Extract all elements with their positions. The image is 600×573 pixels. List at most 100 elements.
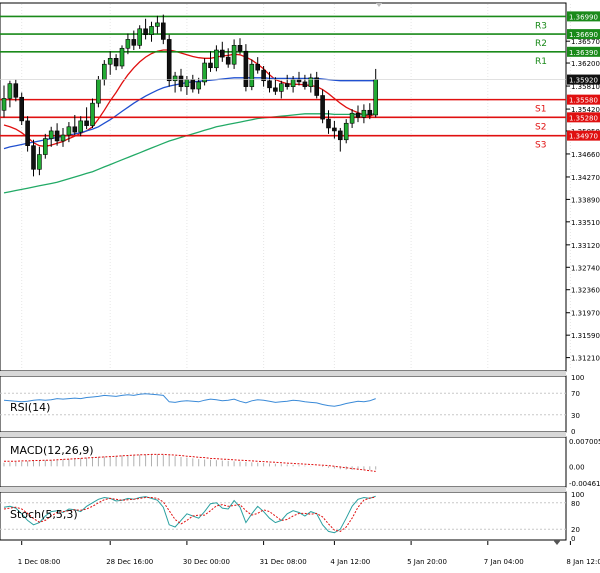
time-axis-label: 28 Dec 16:00 xyxy=(106,558,153,566)
level-price-box-s2 xyxy=(567,112,600,123)
price-y-tick-label: 1.34270 xyxy=(571,174,600,182)
candle-body xyxy=(278,83,284,92)
candle-body xyxy=(196,81,201,90)
candle-body xyxy=(273,87,278,92)
candle-body xyxy=(107,58,113,65)
candle-body xyxy=(161,22,166,40)
level-name-s1: S1 xyxy=(535,105,546,115)
candle-body xyxy=(7,83,13,99)
level-price-box-s3 xyxy=(567,130,600,141)
candle-body xyxy=(48,130,54,139)
level-name-r3: R3 xyxy=(535,21,547,31)
candle-body xyxy=(72,126,78,133)
candle-body xyxy=(231,45,237,65)
candle-body xyxy=(284,83,290,87)
candle-body xyxy=(302,81,308,87)
candle-body xyxy=(349,112,355,124)
candle-body xyxy=(184,79,190,87)
price-y-tick-label: 1.34660 xyxy=(571,151,600,159)
rsi-label: RSI(14) xyxy=(10,401,50,414)
stoch-y-tick-label: 100 xyxy=(571,491,584,499)
candle-body xyxy=(54,130,60,142)
candle-body xyxy=(1,98,7,111)
candle-body xyxy=(332,127,337,132)
time-axis-label: 30 Dec 00:00 xyxy=(183,558,230,566)
macd-signal-line xyxy=(4,453,376,472)
price-y-tick-label: 1.31210 xyxy=(571,355,600,363)
time-axis-label: 31 Dec 08:00 xyxy=(260,558,307,566)
level-price-box-r3 xyxy=(567,11,600,22)
macd-y-tick-label: -0.004617 xyxy=(569,480,600,488)
level-name-s3: S3 xyxy=(535,141,546,151)
candle-body xyxy=(220,49,225,58)
candle-body xyxy=(113,58,119,67)
panel-separator xyxy=(0,371,566,376)
candle-body xyxy=(308,77,314,87)
level-name-s2: S2 xyxy=(535,122,546,132)
candle-body xyxy=(255,63,260,71)
candle-body xyxy=(155,22,160,27)
macd-label: MACD(12,26,9) xyxy=(10,444,94,457)
rsi-y-tick-label: 100 xyxy=(571,374,584,382)
macd-y-tick-label: 0.007005 xyxy=(569,438,600,446)
price-y-tick-label: 1.32360 xyxy=(571,287,600,295)
time-axis-label: 1 Dec 08:00 xyxy=(18,558,61,566)
level-price-label-r3: 1.36990 xyxy=(569,13,598,21)
scroll-marker[interactable] xyxy=(553,540,561,545)
time-axis-label: 7 Jan 04:00 xyxy=(484,558,524,566)
candle-body xyxy=(343,122,349,141)
rsi-line xyxy=(3,393,376,407)
candle-body xyxy=(243,50,249,87)
candle-body xyxy=(25,120,30,146)
moving-average-line-3 xyxy=(3,113,376,194)
candle-body xyxy=(355,112,361,118)
price-y-tick-label: 1.35810 xyxy=(571,83,600,91)
rsi-panel: 100 70 30 0 xyxy=(0,374,584,436)
time-axis: 1 Dec 08:00 28 Dec 16:00 30 Dec 00:00 31 De… xyxy=(18,541,600,566)
stoch-signal-line xyxy=(3,496,376,532)
candle-body xyxy=(131,39,137,46)
candle-body xyxy=(237,45,243,52)
candle-body xyxy=(320,95,325,120)
level-name-r2: R2 xyxy=(535,39,547,49)
level-price-box-r1 xyxy=(567,46,600,57)
candle-body xyxy=(31,145,36,170)
price-y-tick-label: 1.33120 xyxy=(571,242,600,250)
price-y-tick-label: 1.35420 xyxy=(571,106,600,114)
chart-shift-marker[interactable] xyxy=(376,3,382,7)
price-y-tick-label: 1.32740 xyxy=(571,264,600,272)
candle-body xyxy=(249,63,255,87)
candle-body xyxy=(225,56,231,65)
candle-body xyxy=(90,102,95,126)
price-y-tick-label: 1.33890 xyxy=(571,196,600,204)
moving-average-line-1 xyxy=(3,49,376,147)
stoch-y-tick-label: 0 xyxy=(571,535,575,543)
candle-body xyxy=(208,62,213,69)
candle-body xyxy=(102,63,107,80)
stoch-main-line xyxy=(3,495,376,534)
rsi-y-tick-label: 70 xyxy=(571,390,580,398)
level-name-r1: R1 xyxy=(535,57,547,67)
panel-separator xyxy=(0,487,566,492)
candle-body xyxy=(261,69,266,82)
candle-body xyxy=(66,126,72,136)
rsi-y-tick-label: 0 xyxy=(571,428,575,436)
candle-body xyxy=(119,47,125,67)
level-price-label-r1: 1.36390 xyxy=(569,49,598,57)
candle-body xyxy=(367,109,373,116)
candle-body xyxy=(42,138,48,155)
candle-body xyxy=(19,96,25,122)
stoch-label: Stoch(5,5,3) xyxy=(10,508,78,521)
price-y-tick-label: 1.31970 xyxy=(571,310,600,318)
panel-separator xyxy=(0,432,566,437)
rsi-y-tick-label: 30 xyxy=(571,412,580,420)
candle-body xyxy=(149,26,154,35)
candle-body xyxy=(296,79,302,83)
level-price-box-r2 xyxy=(567,29,600,40)
price-y-tick-label: 1.36200 xyxy=(571,60,600,68)
time-axis-label: 4 Jan 12:00 xyxy=(330,558,370,566)
price-y-tick-label: 1.33510 xyxy=(571,219,600,227)
time-axis-label: 8 Jan 12:00 xyxy=(566,558,600,566)
